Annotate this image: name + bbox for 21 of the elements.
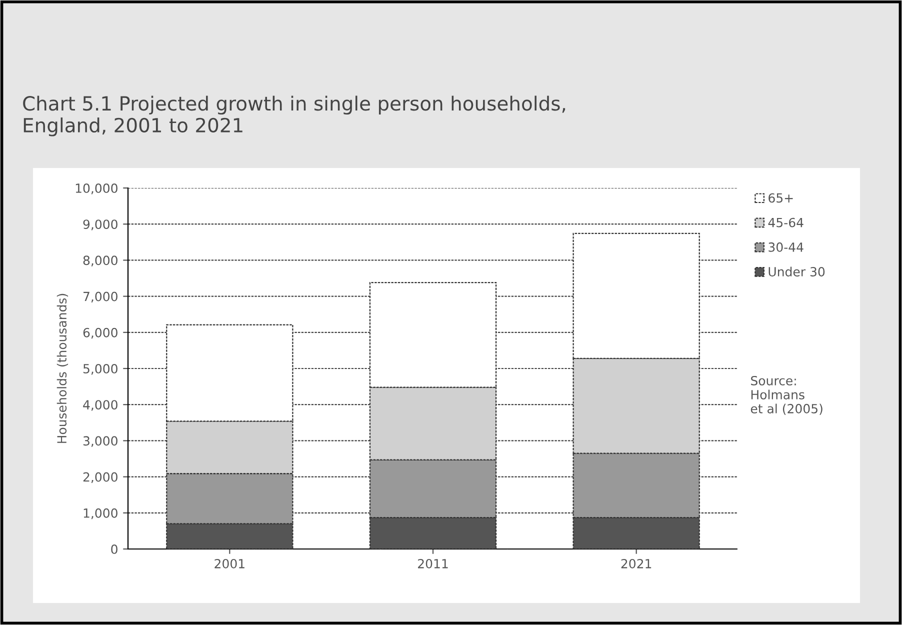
y-tick-label: 4,000 (83, 400, 118, 411)
source-note: Source: Holmans et al (2005) (750, 376, 822, 415)
y-tick-label: 2,000 (83, 472, 118, 483)
legend-label: 45-64 (768, 218, 804, 228)
y-tick-label: 0 (111, 544, 118, 554)
x-tick-label: 2011 (418, 558, 448, 568)
y-tick-label: 9,000 (83, 220, 118, 230)
x-tick-label: 2001 (214, 558, 244, 568)
y-tick-label: 6,000 (83, 328, 118, 339)
legend-label: Under 30 (768, 266, 825, 276)
chart-title: Chart 5.1 Projected growth in single person households, England, 2001 to 2021 (23, 96, 566, 136)
y-tick-label: 7,000 (84, 292, 118, 302)
y-axis-title: Households (thousands) (56, 294, 68, 443)
x-tick-label: 2021 (621, 558, 652, 568)
y-tick-label: 3,000 (83, 436, 118, 447)
y-tick-label: 10,000 (76, 183, 118, 194)
legend-label: 30-44 (768, 242, 804, 252)
y-tick-label: 8,000 (83, 256, 118, 266)
y-tick-label: 1,000 (84, 508, 118, 520)
legend-label: 65+ (768, 193, 793, 203)
y-tick-label: 5,000 (83, 364, 118, 375)
